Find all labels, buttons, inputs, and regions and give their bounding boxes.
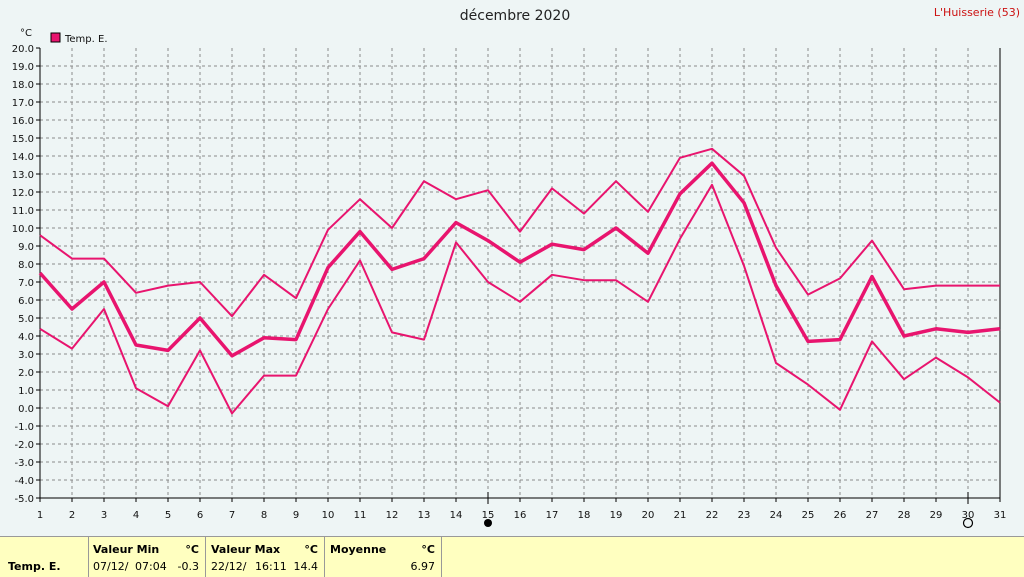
- y-tick-label: 9.0: [18, 242, 34, 253]
- y-tick-label: -1.0: [14, 422, 34, 433]
- legend-label: Temp. E.: [64, 34, 108, 45]
- x-tick-label: 19: [610, 510, 623, 521]
- station-name: L'Huisserie (53): [934, 6, 1020, 19]
- y-tick-label: 12.0: [12, 188, 34, 199]
- min-time: 07:04: [135, 560, 167, 573]
- marker-open-circle: [962, 517, 974, 529]
- x-tick-label: 5: [165, 510, 171, 521]
- legend-swatch: [50, 32, 61, 43]
- x-tick-label: 25: [802, 510, 815, 521]
- x-tick-label: 17: [546, 510, 559, 521]
- min-header: Valeur Min: [93, 543, 160, 556]
- x-tick-label: 9: [293, 510, 299, 521]
- x-tick-label: 1: [37, 510, 43, 521]
- y-tick-label: 10.0: [12, 224, 34, 235]
- min-value: -0.3: [177, 560, 199, 573]
- min-date: 07/12/: [93, 560, 129, 573]
- x-tick-label: 24: [770, 510, 783, 521]
- summary-panel: Temp. E. Valeur Min °C 07/12/ 07:04 -0.3…: [0, 536, 1024, 577]
- x-tick-label: 27: [866, 510, 879, 521]
- marker-filled-circle: [484, 519, 492, 527]
- x-tick-label: 12: [386, 510, 399, 521]
- axes: -5.0 -4.0 -3.0 -2.0 -1.0 0.0 1.0 2.0 3.0 4.0 5.0 6.…: [12, 44, 1007, 521]
- y-tick-label: -2.0: [14, 440, 34, 451]
- y-tick-label: 8.0: [18, 260, 34, 271]
- y-tick-label: 1.0: [18, 386, 34, 397]
- x-tick-label: 23: [738, 510, 751, 521]
- x-tick-label: 15: [482, 510, 495, 521]
- summary-min-cell: Valeur Min °C 07/12/ 07:04 -0.3: [88, 537, 206, 577]
- x-tick-label: 4: [133, 510, 139, 521]
- day-markers: [484, 492, 974, 529]
- series-line-max: [39, 147, 1000, 318]
- x-tick-label: 16: [514, 510, 527, 521]
- y-tick-label: 0.0: [18, 404, 34, 415]
- max-time: 16:11: [255, 560, 287, 573]
- max-value: 14.4: [293, 560, 319, 573]
- y-tick-label: 5.0: [18, 314, 34, 325]
- max-date: 22/12/: [211, 560, 247, 573]
- y-tick-label: 18.0: [12, 80, 34, 91]
- mean-header: Moyenne: [330, 543, 387, 556]
- y-tick-label: 17.0: [12, 98, 34, 109]
- summary-max-cell: Valeur Max °C 22/12/ 16:11 14.4: [205, 537, 325, 577]
- y-tick-label: 15.0: [12, 134, 34, 145]
- y-tick-label: -3.0: [14, 458, 34, 469]
- y-tick-label: 11.0: [12, 206, 34, 217]
- series-line-mean: [38, 161, 1001, 358]
- x-tick-label: 11: [354, 510, 367, 521]
- y-tick-label: 20.0: [12, 44, 34, 55]
- summary-mean-cell: Moyenne °C 6.97: [324, 537, 442, 577]
- y-tick-label: 16.0: [12, 116, 34, 127]
- x-tick-label: 14: [450, 510, 463, 521]
- x-tick-label: 18: [578, 510, 591, 521]
- min-unit: °C: [185, 543, 199, 556]
- mean-unit: °C: [421, 543, 435, 556]
- x-tick-label: 3: [101, 510, 107, 521]
- x-tick-label: 7: [229, 510, 235, 521]
- series-line-min: [39, 183, 1001, 415]
- y-tick-label: 6.0: [18, 296, 34, 307]
- x-tick-label: 13: [418, 510, 431, 521]
- x-tick-label: 21: [674, 510, 687, 521]
- x-tick-label: 6: [197, 510, 203, 521]
- x-tick-label: 26: [834, 510, 847, 521]
- x-tick-label: 28: [898, 510, 911, 521]
- series-lines: [38, 147, 1001, 415]
- max-header: Valeur Max: [211, 543, 281, 556]
- x-tick-label: 31: [994, 510, 1007, 521]
- max-unit: °C: [304, 543, 318, 556]
- summary-row-label: Temp. E.: [8, 560, 61, 573]
- x-tick-label: 22: [706, 510, 719, 521]
- chart-title: décembre 2020: [460, 8, 570, 24]
- y-tick-label: 13.0: [12, 170, 34, 181]
- y-tick-label: 7.0: [18, 278, 34, 289]
- x-tick-label: 20: [642, 510, 655, 521]
- mean-value: 6.97: [410, 560, 436, 573]
- summary-label-cell: Temp. E.: [0, 537, 89, 577]
- x-tick-label: 10: [322, 510, 335, 521]
- x-tick-label: 2: [69, 510, 75, 521]
- y-tick-label: -5.0: [14, 494, 34, 505]
- grid: [40, 48, 1000, 498]
- y-tick-label: 2.0: [18, 368, 34, 379]
- x-tick-label: 8: [261, 510, 267, 521]
- y-tick-label: 14.0: [12, 152, 34, 163]
- temperature-chart: décembre 2020 L'Huisserie (53) °C Temp. …: [12, 6, 1020, 529]
- x-tick-label: 30: [962, 510, 975, 521]
- y-tick-label: 3.0: [18, 350, 34, 361]
- y-tick-label: 4.0: [18, 332, 34, 343]
- y-tick-label: -4.0: [14, 476, 34, 487]
- y-tick-label: 19.0: [12, 62, 34, 73]
- x-tick-label: 29: [930, 510, 943, 521]
- y-unit-label: °C: [20, 28, 32, 39]
